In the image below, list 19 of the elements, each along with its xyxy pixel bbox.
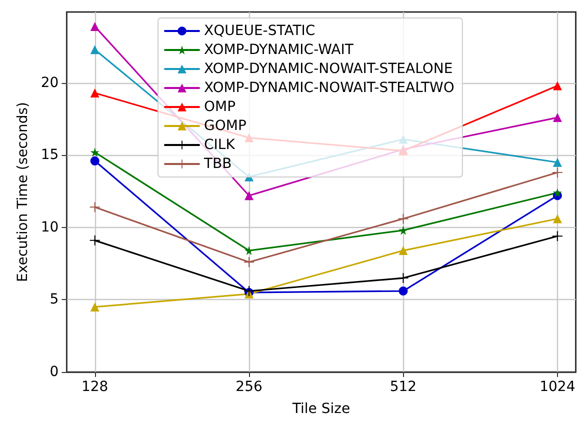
y-tick-label: 10	[40, 219, 59, 236]
x-tick-label: 256	[236, 379, 262, 395]
y-tick-label: 15	[40, 147, 59, 164]
legend-label: TBB	[203, 156, 232, 172]
legend-label: XOMP-DYNAMIC-NOWAIT-STEALONE	[204, 61, 453, 77]
x-tick-label: 1024	[540, 379, 576, 395]
x-axis-title: Tile Size	[291, 401, 350, 417]
y-axis-title: Execution Time (seconds)	[15, 102, 31, 282]
legend-label: XOMP-DYNAMIC-NOWAIT-STEALTWO	[204, 80, 454, 96]
legend-label: XOMP-DYNAMIC-WAIT	[204, 42, 354, 58]
legend-label: CILK	[204, 137, 236, 153]
legend-label: XQUEUE-STATIC	[204, 23, 316, 39]
y-tick-label: 5	[50, 292, 59, 308]
y-tick-label: 20	[40, 74, 59, 91]
x-tick-label: 128	[81, 379, 108, 395]
y-tick-label: 0	[50, 364, 59, 380]
legend-label: OMP	[204, 99, 236, 115]
x-tick-label: 512	[390, 379, 417, 395]
legend-label: GOMP	[204, 118, 246, 134]
